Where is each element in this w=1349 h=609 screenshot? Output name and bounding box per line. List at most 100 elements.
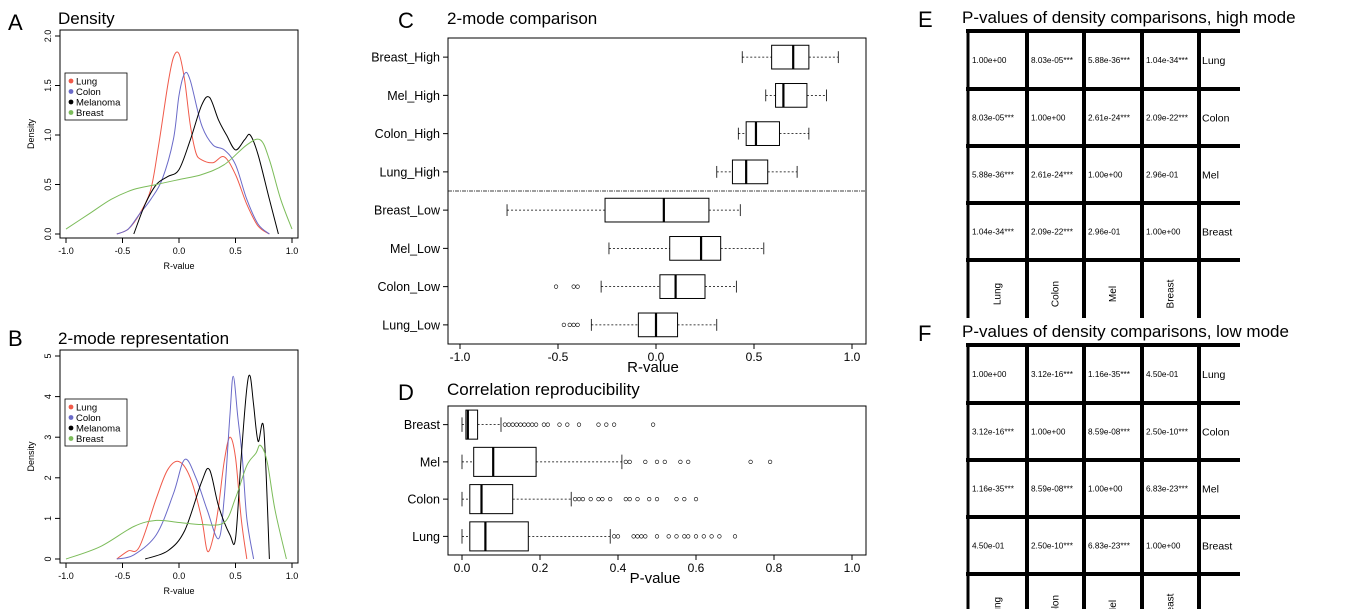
- x-tick-label: -1.0: [58, 571, 74, 581]
- x-tick-label: 1.0: [286, 571, 299, 581]
- outlier-colon: [600, 497, 605, 502]
- panel-a-title: Density: [58, 9, 115, 28]
- outlier-breast: [522, 422, 527, 427]
- y-tick-label: 0.0: [43, 228, 53, 241]
- col-label-breast: Breast: [1166, 593, 1177, 609]
- y-tick-label: 1: [43, 516, 53, 521]
- row-label-lung: Lung: [1202, 369, 1226, 381]
- box-colon-low: [659, 274, 706, 299]
- x-tick-label: 0.5: [229, 571, 242, 581]
- panel-d-letter: D: [398, 380, 414, 405]
- box-colon: [469, 484, 514, 515]
- legend-box: [64, 398, 128, 447]
- outlier-colon: [647, 497, 652, 502]
- outlier-lung-low: [567, 322, 572, 327]
- x-tick-label: 0.6: [688, 561, 705, 575]
- x-tick-label: 0.5: [746, 350, 763, 364]
- plot-frame: [59, 29, 299, 239]
- outlier-colon: [654, 497, 660, 502]
- plot-frame: [59, 349, 299, 564]
- pvalue-cell: 6.83e-23***: [1146, 485, 1189, 494]
- density-line-colon: [116, 71, 270, 235]
- outlier-colon: [635, 497, 640, 502]
- legend-label-breast: Breast: [76, 434, 104, 445]
- row-label-colon: Colon: [1202, 113, 1230, 125]
- outlier-breast: [611, 422, 617, 427]
- density-line-lung: [116, 51, 270, 235]
- outlier-colon-low: [575, 284, 580, 289]
- legend-label-colon: Colon: [76, 413, 101, 424]
- col-label-lung: Lung: [993, 597, 1004, 609]
- box-breast-high: [771, 44, 810, 70]
- legend-label-melanoma: Melanoma: [76, 98, 121, 109]
- y-tick-label: 2: [43, 475, 53, 480]
- pvalue-cell: 2.61e-24***: [1088, 114, 1131, 123]
- outlier-breast: [514, 422, 519, 427]
- boxplot-chart-d: 0.0 0.2 0.4 0.6 0.8 1.0 P-value Breast Mel Colon L…: [404, 405, 867, 587]
- outlier-breast: [565, 422, 570, 427]
- outlier-lung: [717, 534, 722, 539]
- row-label-breast: Breast: [1202, 541, 1232, 553]
- pvalue-cell: 2.96e-01: [1146, 171, 1179, 180]
- pvalue-cell: 8.59e-08***: [1088, 428, 1131, 437]
- panel-d: D Correlation reproducibility 0.0 0.2 0.4 0…: [398, 380, 867, 587]
- row-label-mel: Mel: [1202, 170, 1219, 182]
- outlier-lung: [709, 534, 714, 539]
- density-line-breast: [65, 138, 293, 230]
- outlier-colon: [623, 497, 628, 502]
- legend-marker-melanoma: [68, 425, 74, 431]
- box-breast: [465, 409, 479, 440]
- legend-marker-breast: [68, 436, 74, 441]
- legend-box: [64, 72, 128, 121]
- density-line-breast: [65, 444, 287, 560]
- outlier-breast: [650, 422, 656, 427]
- outlier-colon: [588, 497, 593, 502]
- category-label-colon-high: Colon_High: [375, 127, 440, 141]
- category-label-breast-low: Breast_Low: [374, 204, 441, 218]
- density-line-lung: [116, 436, 248, 560]
- x-tick-label: -0.5: [548, 350, 569, 364]
- y-tick-label: 4: [43, 394, 53, 399]
- outlier-lung: [682, 534, 687, 539]
- panel-d-title: Correlation reproducibility: [447, 380, 640, 399]
- outlier-lung: [701, 534, 706, 539]
- pvalue-cell: 1.00e+00: [1031, 114, 1066, 123]
- outlier-breast: [541, 422, 547, 427]
- col-label-breast: Breast: [1166, 279, 1177, 308]
- pvalue-cell: 4.50e-01: [1146, 370, 1179, 379]
- outlier-lung-low: [561, 322, 566, 327]
- x-axis-label: P-value: [630, 570, 681, 587]
- col-label-lung: Lung: [993, 283, 1004, 305]
- category-label-mel-high: Mel_High: [387, 89, 440, 103]
- pvalue-cell: 1.00e+00: [1146, 228, 1181, 237]
- outlier-mel: [643, 459, 648, 464]
- panel-f-letter: F: [918, 321, 931, 346]
- pvalue-cell: 5.88e-36***: [1088, 56, 1131, 65]
- outlier-mel: [767, 459, 773, 464]
- row-label-breast: Breast: [1202, 227, 1232, 239]
- x-tick-label: 0.0: [173, 246, 186, 256]
- outlier-breast: [502, 422, 508, 427]
- outlier-colon: [674, 497, 679, 502]
- panel-b: B 2-mode representation -1.0 -0.5 0.0 0.5 1.…: [8, 326, 299, 596]
- pvalue-cell: 1.00e+00: [972, 56, 1007, 65]
- y-tick-label: 1.0: [43, 129, 53, 142]
- box-mel-low: [669, 236, 722, 261]
- outlier-breast: [533, 422, 539, 427]
- category-label-breast-high: Breast_High: [371, 51, 440, 65]
- y-tick-label: 0.5: [43, 178, 53, 191]
- pvalue-table-f: 1.00e+00 3.12e-16*** 1.16e-35*** 4.50e-01 Lu…: [966, 343, 1240, 609]
- outlier-lung: [611, 534, 617, 539]
- outlier-colon: [693, 497, 699, 502]
- x-tick-label: 0.2: [532, 561, 549, 575]
- x-tick-label: 0.0: [454, 561, 471, 575]
- outlier-colon-low: [571, 284, 576, 289]
- x-axis-label: R-value: [163, 261, 194, 271]
- panel-c: C 2-mode comparison -1.0 -0.5 0.0 0.5 1.0 R-v…: [371, 8, 867, 376]
- legend-marker-breast: [68, 110, 74, 115]
- outlier-colon: [682, 497, 687, 502]
- outlier-lung: [666, 534, 671, 539]
- density-chart-a: -1.0 -0.5 0.0 0.5 1.0 0.0 0.5 1.0 1.5 2.0 R-value D…: [26, 29, 299, 271]
- outlier-breast: [576, 422, 582, 427]
